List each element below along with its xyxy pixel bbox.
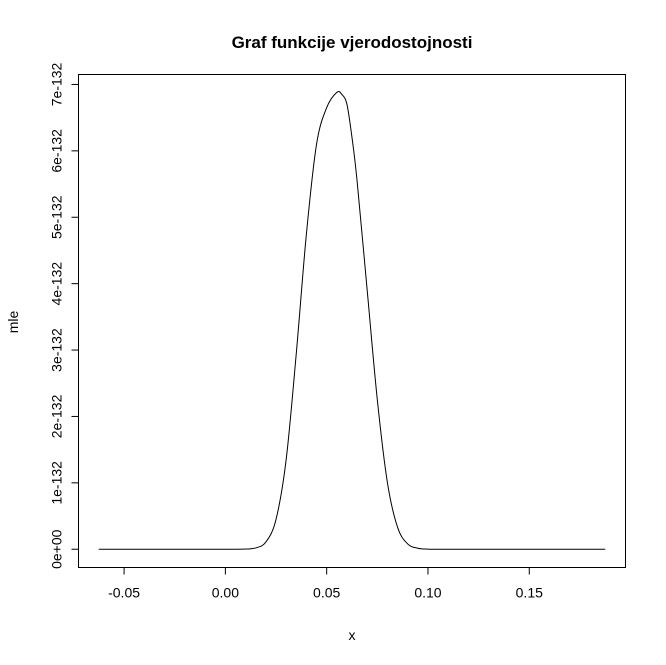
series-line xyxy=(98,91,606,550)
y-axis-label: mle xyxy=(5,311,21,334)
y-tick-label: 0e+00 xyxy=(49,529,65,569)
y-tick-label: 2e-132 xyxy=(49,394,65,438)
x-tick-label: 0.15 xyxy=(516,585,543,601)
y-tick-label: 1e-132 xyxy=(49,461,65,505)
y-tick-label: 5e-132 xyxy=(49,195,65,239)
x-axis: -0.05 0.00 0.05 0.10 0.15 xyxy=(108,567,543,601)
series-group xyxy=(98,91,606,550)
x-tick-label: 0.10 xyxy=(414,585,441,601)
y-tick-label: 6e-132 xyxy=(49,129,65,173)
x-tick-label: 0.05 xyxy=(313,585,340,601)
chart-title: Graf funkcije vjerodostojnosti xyxy=(232,33,473,52)
x-axis-label: x xyxy=(349,627,356,643)
x-tick-label: 0.00 xyxy=(212,585,239,601)
x-tick-label: -0.05 xyxy=(108,585,140,601)
y-tick-label: 7e-132 xyxy=(49,62,65,106)
y-tick-label: 4e-132 xyxy=(49,262,65,306)
y-axis: 0e+00 1e-132 2e-132 3e-132 4e-132 5e-132 6e-13… xyxy=(49,62,79,569)
plot-frame xyxy=(78,74,626,568)
y-tick-label: 3e-132 xyxy=(49,328,65,372)
